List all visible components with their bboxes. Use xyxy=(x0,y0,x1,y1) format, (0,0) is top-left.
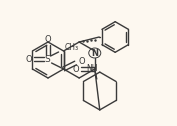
Text: O: O xyxy=(72,66,79,74)
Text: O: O xyxy=(25,55,32,64)
Text: NH: NH xyxy=(86,64,98,73)
Text: N: N xyxy=(91,49,98,57)
Text: CH₃: CH₃ xyxy=(65,43,79,53)
Text: O: O xyxy=(78,57,85,67)
Text: O: O xyxy=(44,36,51,44)
Text: S: S xyxy=(45,55,50,64)
